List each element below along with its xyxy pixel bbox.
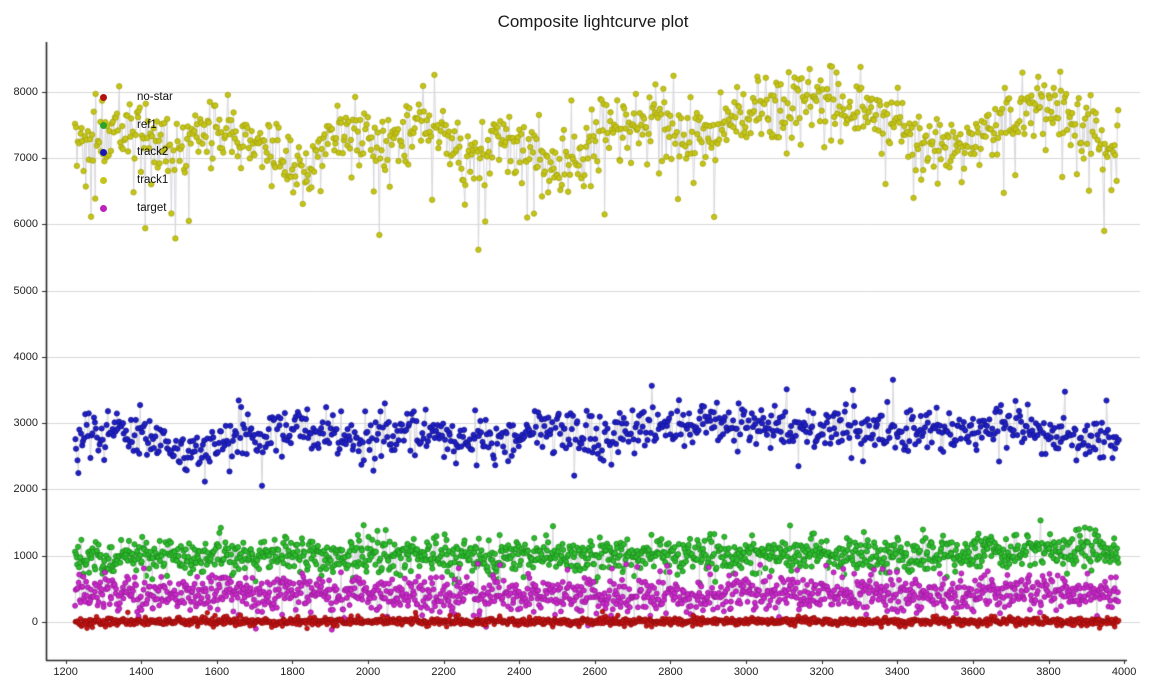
x-tick-label: 2200 <box>431 666 456 678</box>
x-tick-label: 3200 <box>809 666 834 678</box>
x-tick-label: 1800 <box>280 666 305 678</box>
y-tick-label: 6000 <box>13 218 38 231</box>
x-tick-label: 2400 <box>507 666 532 678</box>
y-tick-label: 5000 <box>13 284 38 297</box>
x-tick-label: 3400 <box>885 666 910 678</box>
legend-label: ref1 <box>137 119 157 131</box>
x-tick-label: 1600 <box>204 666 230 678</box>
x-tick-label: 2600 <box>582 666 608 678</box>
x-tick-label: 3000 <box>733 666 759 678</box>
y-tick-label: 1000 <box>13 549 38 562</box>
y-tick-label: 7000 <box>13 152 38 165</box>
track1-marker-icon <box>100 176 107 184</box>
y-tick-label: 4000 <box>13 350 38 363</box>
legend-label: no-star <box>137 91 173 103</box>
x-tick-label: 1200 <box>53 666 78 678</box>
x-tick-label: 4000 <box>1111 666 1137 678</box>
chart-title: Composite lightcurve plot <box>497 12 689 31</box>
y-tick-label: 2000 <box>13 483 38 496</box>
no-star-marker-icon <box>100 93 107 101</box>
legend-item-no-star: no-star <box>100 90 173 104</box>
ref1-marker-icon <box>100 121 107 129</box>
legend-label: track1 <box>137 174 169 186</box>
x-tick-label: 2800 <box>658 666 683 678</box>
x-tick-label: 3600 <box>960 666 986 678</box>
legend-item-ref1: ref1 <box>100 118 157 132</box>
legend-item-target: target <box>100 201 166 215</box>
legend-label: target <box>137 202 167 214</box>
track2-marker-icon <box>100 148 107 156</box>
y-tick-label: 8000 <box>13 86 38 98</box>
y-tick-label: 3000 <box>13 417 38 430</box>
legend-item-track1: track1 <box>100 173 168 187</box>
target-marker-icon <box>100 204 107 212</box>
legend-item-track2: track2 <box>100 145 168 159</box>
x-tick-label: 2000 <box>355 666 381 678</box>
legend-label: track2 <box>137 146 169 158</box>
x-tick-label: 3800 <box>1036 666 1061 678</box>
y-tick-label: 0 <box>31 615 38 628</box>
x-tick-label: 1400 <box>129 666 154 678</box>
